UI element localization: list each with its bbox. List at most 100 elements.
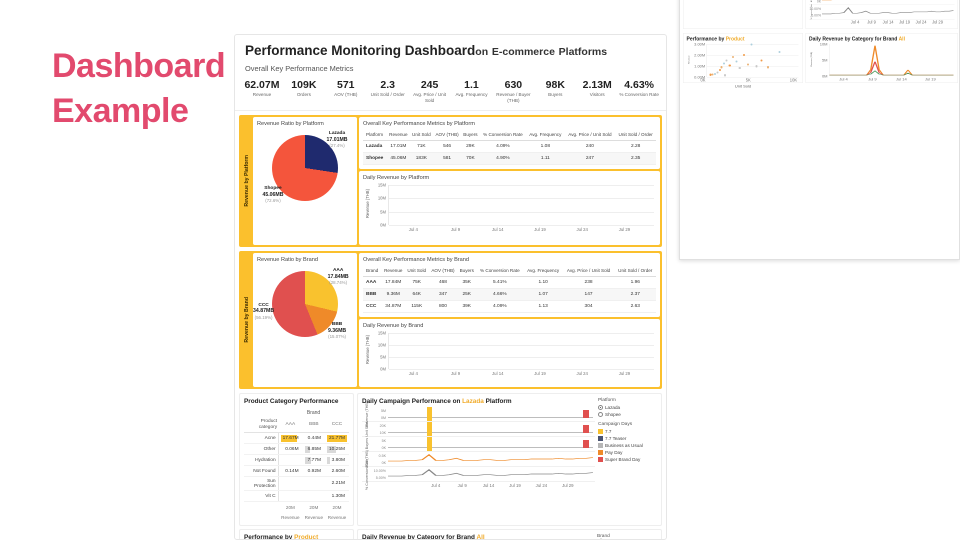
table-cell: 238	[562, 276, 615, 290]
line-series	[829, 61, 954, 75]
platform-radio-group[interactable]: Lazada Shopee	[598, 405, 657, 418]
plot-area: 0M 5M 10M 15M	[371, 183, 654, 228]
line-series	[829, 45, 954, 75]
legend-item[interactable]: Pay Day	[598, 450, 657, 456]
campaign-row-plot	[388, 407, 593, 422]
table-cell: 1.96	[614, 276, 656, 290]
column-header: Platform	[363, 128, 387, 142]
table-cell: 304	[562, 300, 615, 314]
legend-swatch	[598, 443, 603, 449]
kpi-label: Avg. Frequency	[455, 92, 488, 98]
table-cell: 1.08	[526, 140, 565, 154]
daily-category-title: Daily Revenue by Category for Brand All	[362, 534, 597, 540]
table-cell: 183K	[409, 152, 433, 166]
scatter-point	[735, 60, 738, 63]
x-tick: Jul 19	[899, 19, 910, 25]
scatter-point	[711, 73, 714, 76]
kpi-9: 4.63%% Conversion Rate	[618, 79, 660, 104]
zoom-preview-content: AAA17.84MB(28.74%)BBB9.36MB(15.07%)CCC34…	[680, 0, 959, 89]
grid	[388, 185, 654, 227]
scatter-point	[713, 72, 716, 75]
brand-daily-revenue-chart: Revenue (THB) 0M 5M 10M 15M Jul 4 Jul 9 Jul 14 J…	[363, 331, 656, 383]
legend-item[interactable]: 7.7 Teaser	[598, 436, 657, 442]
x-tick: Jul 14	[882, 19, 894, 25]
campaign-legend-items: 7.7 7.7 Teaser Business as Usual Pay Day Sup…	[598, 429, 657, 463]
legend-label: 7.7	[605, 429, 612, 435]
radio-icon[interactable]	[598, 412, 603, 418]
category-name: Hydration	[244, 454, 279, 467]
table-cell: Shopee	[363, 152, 387, 166]
table-cell: 4.66%	[476, 288, 524, 302]
campaign-row-ticks: 10.00% 5.00%	[373, 468, 386, 480]
table-row: Vit C 1.30M	[244, 490, 349, 503]
table-cell: 581	[432, 152, 462, 166]
product-category-title: Product Category Performance	[244, 398, 339, 406]
brand-pie-chart: AAA 17.84MB (28.74%) BBB 9.36MB (15.07%) CCC 34…	[253, 265, 353, 377]
table-row: Hydration 7.77M 3.80M	[244, 454, 349, 467]
category-name: Not Found	[244, 465, 279, 478]
kpi-value: 2.13M	[582, 79, 612, 91]
table-cell: 4.09%	[479, 140, 527, 154]
table-cell: 3.80M	[325, 454, 349, 467]
x-tick: Jul 4	[408, 371, 418, 377]
table-cell: 10.25M	[325, 443, 349, 456]
radio-icon[interactable]	[598, 405, 603, 411]
table-cell: 2.37	[614, 288, 656, 302]
dashboard-title: Performance Monitoring Dashboardon E-com…	[245, 43, 656, 58]
kpi-value: 1.1	[464, 79, 479, 91]
column-header: Buyers	[461, 128, 480, 142]
campaign-row-label: Buyers	[364, 438, 369, 450]
x-tick: Jul 14	[492, 227, 504, 233]
legend-label: Super Brand Day	[605, 457, 641, 463]
y-axis: Revenue (THB)	[363, 183, 371, 225]
table-cell: 1.13	[523, 300, 563, 314]
pie-label: Lazada 17.01MB (27.4%)	[326, 130, 348, 148]
table-cell: 4.90%	[479, 152, 527, 166]
scatter-point	[716, 71, 719, 74]
table-cell: 34.87M	[381, 300, 405, 314]
column-header: Unit Sold	[404, 264, 429, 278]
table-cell	[278, 454, 303, 467]
y-tick: 5M	[380, 354, 386, 360]
platform-pie-chart: Lazada 17.01MB (27.4%) Shopee 45.06MB (72.6%)	[257, 129, 353, 241]
brand-metrics-table: Brand Revenue Unit Sold AOV (THB) Buyers% Co…	[363, 264, 656, 314]
axis-label: Revenue	[327, 514, 347, 520]
platform-radio-shopee[interactable]: Shopee	[598, 412, 657, 418]
legend-item[interactable]: Super Brand Day	[598, 457, 657, 463]
kpi-value: 630	[504, 79, 523, 91]
legend-label: Pay Day	[605, 450, 623, 456]
kpi-3: 2.3 Unit Sold / Order	[367, 79, 409, 104]
table-cell: 75K	[404, 276, 429, 290]
bars	[389, 333, 654, 369]
x-tick: Jul 24	[915, 19, 927, 25]
kpi-label: Orders	[296, 92, 311, 98]
page-title-line1: Dashboard	[52, 47, 226, 85]
kpi-value: 62.07M	[244, 79, 280, 91]
column-header: AOV (THB)	[432, 128, 462, 142]
table-row: CCC 34.87M 115K 800 39K 4.09% 1.13 304 2.63	[363, 300, 656, 314]
platform-radio-lazada[interactable]: Lazada	[598, 405, 657, 411]
table-row: Shopee 45.06M 183K 581 70K 4.90% 1.11 247 2.35	[363, 152, 656, 166]
legend-swatch	[598, 457, 603, 463]
dc-title-main: Daily Revenue by Category for Brand	[362, 534, 475, 540]
column-header: Avg. Price / Unit Sold	[562, 264, 615, 278]
pie-slices	[272, 270, 338, 337]
x-tick: Jul 4	[408, 227, 418, 233]
column-header: Revenue	[386, 128, 410, 142]
table-row: AAA 17.84M 75K 468 35K 5.41% 1.10 238 1.96	[363, 276, 656, 290]
table-cell: 9.36M	[381, 288, 405, 302]
x-tick: Jul 9	[867, 19, 876, 25]
legend-item[interactable]: Business as Usual	[598, 443, 657, 449]
platform-section: Revenue by Platform Revenue Ratio by Pla…	[239, 114, 662, 247]
table-cell: 2.35	[615, 152, 656, 166]
campaign-row-ticks: 5K 0K	[381, 438, 386, 450]
dashboard-title-tail: Platforms	[558, 46, 608, 58]
campaign-highlight	[426, 407, 433, 422]
pie-label: BBB 9.36MB (15.07%)	[327, 322, 347, 339]
x-tick: Jul 14	[482, 483, 495, 489]
legend-item[interactable]: 7.7	[598, 429, 657, 435]
y-axis-label: Revenue (THB)	[809, 51, 813, 67]
product-category-table: Brand Product category AAA BBB CCC Acne 17.67M…	[244, 408, 349, 521]
